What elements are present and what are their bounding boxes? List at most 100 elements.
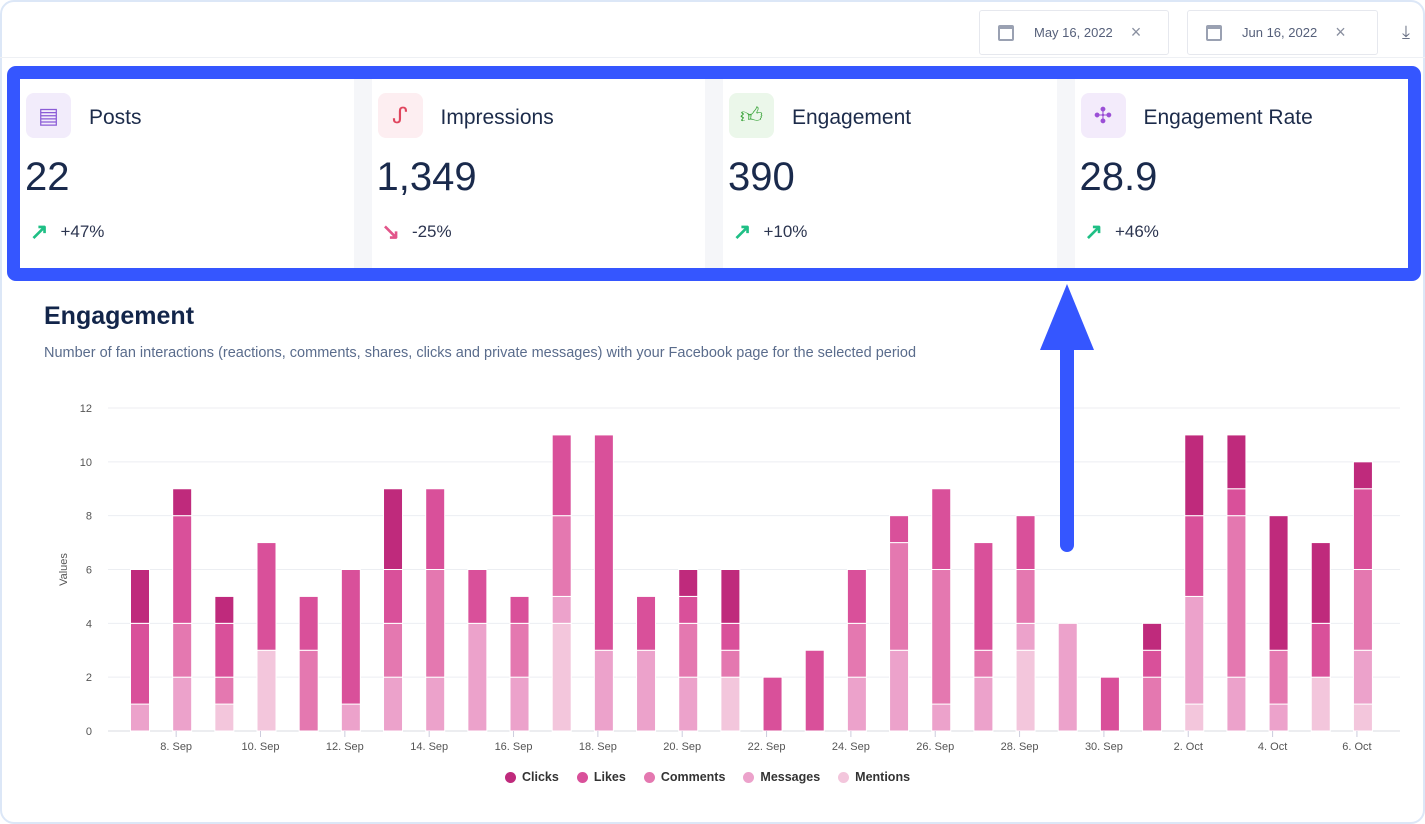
bar-segment-likes	[1184, 515, 1205, 597]
y-tick-label: 2	[86, 672, 92, 684]
annotation-arrow-head	[1040, 284, 1094, 350]
legend-label: Comments	[660, 770, 726, 784]
bar-segment-comments	[551, 515, 572, 597]
bar-segment-mentions	[1352, 703, 1373, 732]
chart-legend: Clicks Likes Comments Messages Mentions	[505, 770, 910, 784]
calendar-icon	[1206, 24, 1222, 41]
bar-segment-comments	[425, 569, 446, 678]
start-date-picker[interactable]: May 16, 2022 ×	[979, 10, 1169, 55]
bar-segment-comments	[1015, 569, 1036, 624]
end-date-picker[interactable]: Jun 16, 2022 ×	[1187, 10, 1378, 55]
bar-segment-mentions	[1015, 649, 1036, 732]
bar-segment-comments	[298, 649, 319, 732]
x-tick-label: 20. Sep	[663, 741, 701, 753]
clear-end-date-icon[interactable]: ×	[1335, 22, 1346, 42]
y-axis-title: Values	[58, 553, 70, 586]
bar-segment-likes	[214, 622, 235, 678]
bar-segment-comments	[1226, 515, 1247, 678]
bar-segment-likes	[172, 515, 193, 624]
bar-segment-messages	[636, 649, 657, 732]
bar-segment-clicks	[1142, 622, 1163, 651]
x-tick-label: 24. Sep	[832, 741, 870, 753]
bar-segment-likes	[130, 622, 150, 705]
x-tick-label: 16. Sep	[495, 741, 533, 753]
bar-segment-comments	[973, 649, 994, 678]
kpi-card-engagement-rate: ✣ Engagement Rate 28.9 ↗ +46%	[1074, 79, 1408, 268]
end-date-value: Jun 16, 2022	[1242, 25, 1318, 40]
toolbar: May 16, 2022 × Jun 16, 2022 × ⤓	[0, 0, 1425, 58]
legend-item-comments[interactable]: Comments	[643, 770, 726, 784]
bar-segment-messages	[130, 703, 150, 732]
nodes-icon: ᔑ	[377, 93, 423, 138]
bar-segment-likes	[931, 488, 952, 570]
bar-segment-messages	[593, 649, 614, 732]
bar-segment-comments	[172, 622, 193, 678]
legend-dot-icon	[576, 771, 588, 783]
bar-segment-messages	[172, 676, 193, 732]
bar-segment-likes	[1099, 676, 1120, 732]
annotation-highlight-box	[7, 66, 1421, 281]
bar-segment-messages	[551, 595, 572, 624]
y-tick-label: 4	[86, 618, 92, 630]
bar-segment-comments	[509, 622, 530, 678]
bar-segment-likes	[383, 569, 404, 624]
legend-item-mentions[interactable]: Mentions	[838, 770, 910, 784]
bar-segment-mentions	[551, 622, 572, 732]
legend-item-clicks[interactable]: Clicks	[505, 770, 559, 784]
bar-segment-messages	[1352, 649, 1373, 705]
bar-segment-messages	[973, 676, 994, 732]
x-tick-label: 2. Oct	[1174, 741, 1203, 753]
legend-dot-icon	[643, 771, 655, 783]
legend-item-messages[interactable]: Messages	[743, 770, 820, 784]
kpi-value: 22	[25, 155, 70, 199]
bar-segment-likes	[425, 488, 446, 570]
bar-segment-comments	[1352, 569, 1373, 651]
bar-segment-messages	[509, 676, 530, 732]
trend-up-icon: ↗	[1084, 219, 1103, 244]
kpi-value: 28.9	[1079, 155, 1158, 199]
trend-up-icon: ↗	[30, 219, 49, 244]
x-tick-label: 12. Sep	[326, 741, 364, 753]
bar-segment-clicks	[1352, 461, 1373, 490]
bar-segment-likes	[340, 569, 361, 705]
clear-start-date-icon[interactable]: ×	[1130, 22, 1142, 42]
legend-item-likes[interactable]: Likes	[576, 770, 626, 784]
kpi-card-impressions: ᔑ Impressions 1,349 ↘ -25%	[371, 79, 705, 268]
y-tick-label: 6	[86, 565, 92, 577]
y-tick-label: 0	[86, 726, 92, 738]
bar-segment-likes	[467, 569, 488, 624]
download-icon[interactable]: ⤓	[1402, 22, 1410, 42]
bar-segment-messages	[1057, 622, 1078, 732]
x-tick-label: 30. Sep	[1085, 741, 1123, 753]
bar-segment-clicks	[720, 569, 741, 624]
x-tick-label: 26. Sep	[916, 741, 954, 753]
bar-segment-messages	[1226, 676, 1247, 732]
kpi-card-posts: ▤ Posts 22 ↗ +47%	[20, 79, 354, 268]
bar-segment-mentions	[1184, 703, 1205, 732]
bar-segment-messages	[340, 703, 361, 732]
bar-segment-likes	[509, 595, 530, 624]
bar-segment-messages	[678, 676, 699, 732]
kpi-trend: +47%	[60, 222, 105, 241]
bar-segment-messages	[1184, 595, 1205, 705]
kpi-label: Engagement Rate	[1143, 106, 1313, 129]
bar-segment-likes	[1352, 488, 1373, 570]
bar-segment-likes	[720, 622, 741, 651]
bar-segment-messages	[1268, 703, 1289, 732]
y-tick-label: 10	[80, 457, 92, 469]
bar-segment-messages	[931, 703, 952, 732]
bar-segment-messages	[383, 676, 404, 732]
bar-segment-comments	[889, 542, 910, 651]
network-icon: ✣	[1080, 93, 1126, 138]
bar-segment-clicks	[1226, 434, 1247, 490]
bar-segment-messages	[846, 676, 867, 732]
x-tick-label: 22. Sep	[748, 741, 786, 753]
bar-segment-likes	[593, 434, 614, 651]
bar-segment-clicks	[1310, 542, 1331, 624]
x-tick-label: 4. Oct	[1258, 741, 1287, 753]
y-tick-label: 12	[80, 403, 92, 415]
kpi-cards: ▤ Posts 22 ↗ +47% ᔑ Impressions 1,349 ↘ -2…	[20, 79, 1408, 268]
bar-segment-comments	[383, 622, 404, 678]
x-tick-label: 10. Sep	[242, 741, 280, 753]
bar-segment-messages	[1015, 622, 1036, 651]
